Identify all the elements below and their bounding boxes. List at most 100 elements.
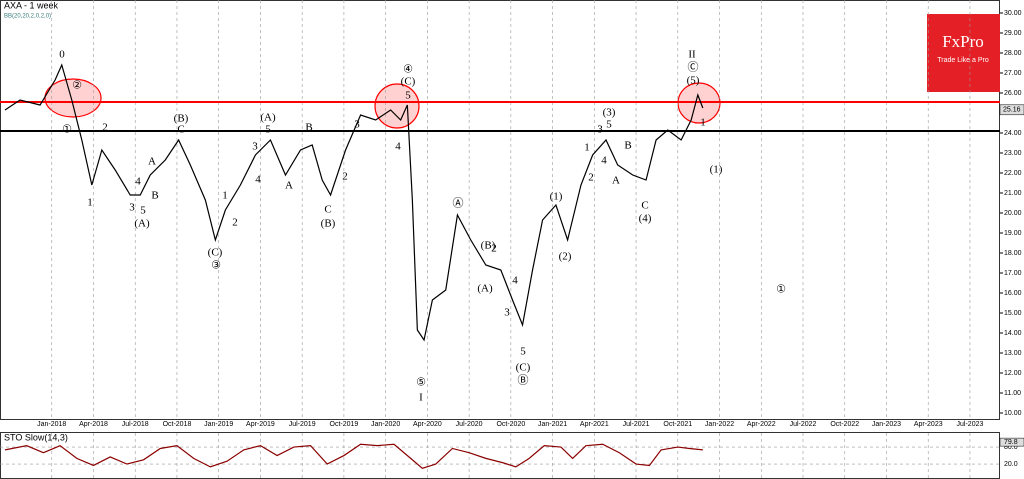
wave-label: 5 xyxy=(405,90,411,102)
wave-label: (A) xyxy=(260,112,276,124)
y-tick-label: 20.0 xyxy=(1004,461,1018,468)
wave-label: 4 xyxy=(601,155,607,167)
wave-label: (2) xyxy=(559,251,572,263)
wave-label: C xyxy=(641,200,648,212)
wave-label: A xyxy=(148,156,156,168)
y-tick-label: 30.00 xyxy=(1004,10,1022,17)
wave-label: (C) xyxy=(516,362,531,374)
wave-label: (1) xyxy=(710,164,723,176)
wave-label: 2 xyxy=(232,217,238,229)
x-tick-label: Oct-2021 xyxy=(663,421,692,428)
logo-tagline: Trade Like a Pro xyxy=(937,57,989,64)
wave-label: 5 xyxy=(520,346,526,358)
y-tick-label: 11.00 xyxy=(1004,390,1021,397)
wave-label: (4) xyxy=(639,213,652,225)
y-tick-label: 80.0 xyxy=(1004,444,1018,451)
x-tick-label: Jan-2021 xyxy=(538,421,567,428)
wave-label: (C) xyxy=(208,247,223,259)
chart-subtitle: BB(20,20,2,0,2,0) xyxy=(4,14,51,20)
x-tick-label: Jul-2020 xyxy=(456,421,483,428)
x-tick-label: Oct-2022 xyxy=(830,421,859,428)
last-price-box xyxy=(999,104,1024,116)
price-line xyxy=(4,443,703,469)
wave-label: C xyxy=(177,124,184,136)
x-tick-label: Jul-2022 xyxy=(790,421,817,428)
wave-label: A xyxy=(612,175,620,187)
y-tick-label: 15.00 xyxy=(1004,310,1022,317)
x-tick-label: Apr-2019 xyxy=(246,421,275,428)
x-tick-label: Jan-2019 xyxy=(204,421,233,428)
wave-label: 2 xyxy=(588,172,594,184)
wave-label: B xyxy=(151,190,158,202)
wave-label: A xyxy=(285,180,293,192)
wave-label: 5 xyxy=(606,119,612,131)
x-tick-label: Jul-2021 xyxy=(623,421,650,428)
wave-label: 1 xyxy=(222,190,228,202)
x-tick-label: Oct-2019 xyxy=(330,421,359,428)
wave-label: (C) xyxy=(401,76,416,88)
y-tick-label: 17.00 xyxy=(1004,270,1022,277)
sto-title: STO Slow(14,3) xyxy=(4,432,68,442)
y-tick-label: 20.00 xyxy=(1004,210,1022,217)
wave-label: 3 xyxy=(354,119,360,131)
x-tick-label: Oct-2020 xyxy=(496,421,525,428)
wave-label: 4 xyxy=(135,176,141,188)
wave-label: (B) xyxy=(174,113,189,125)
price-line xyxy=(4,63,704,342)
wave-label: 2 xyxy=(491,243,497,255)
wave-label: 0 xyxy=(59,49,65,61)
last-value-box xyxy=(999,437,1024,447)
highlight-circle xyxy=(374,83,420,129)
y-tick-label: 29.00 xyxy=(1004,30,1022,37)
wave-label: 3 xyxy=(129,202,135,214)
last-price-label: 25.16 xyxy=(1003,107,1021,114)
x-tick-label: Apr-2023 xyxy=(914,421,943,428)
y-tick-label: 24.00 xyxy=(1004,130,1022,137)
x-tick-label: Jan-2023 xyxy=(872,421,901,428)
y-tick-label: 18.00 xyxy=(1004,250,1022,257)
wave-label: B xyxy=(305,122,312,134)
y-tick-label: 14.00 xyxy=(1004,330,1022,337)
wave-label: (3) xyxy=(603,107,616,119)
wave-label: ① xyxy=(776,284,786,296)
wave-label: ④ xyxy=(403,64,413,76)
wave-label: C xyxy=(324,204,331,216)
wave-label: 4 xyxy=(395,141,401,153)
y-tick-label: 23.00 xyxy=(1004,150,1022,157)
x-tick-label: Apr-2018 xyxy=(79,421,108,428)
wave-label: 2 xyxy=(102,122,108,134)
wave-label: 5 xyxy=(140,205,146,217)
x-tick-label: Jan-2022 xyxy=(705,421,734,428)
wave-label: 2 xyxy=(342,171,348,183)
wave-label: (5) xyxy=(687,75,700,87)
logo-name: FxPro xyxy=(942,32,984,51)
wave-label: 3 xyxy=(504,307,510,319)
wave-label: Ⓐ xyxy=(453,197,464,210)
wave-label: I xyxy=(419,392,423,404)
chart-title: AXA - 1 week xyxy=(4,0,59,10)
y-tick-label: 10.00 xyxy=(1004,410,1022,417)
x-tick-label: Apr-2022 xyxy=(747,421,776,428)
wave-label: 4 xyxy=(255,174,261,186)
x-tick-label: Jul-2023 xyxy=(957,421,984,428)
main-panel xyxy=(0,0,1000,420)
wave-label: Ⓒ xyxy=(688,61,699,74)
x-tick-label: Oct-2018 xyxy=(163,421,192,428)
x-tick-label: Jan-2020 xyxy=(371,421,400,428)
wave-label: ③ xyxy=(211,260,221,272)
wave-label: II xyxy=(688,49,696,61)
y-tick-label: 12.00 xyxy=(1004,370,1022,377)
y-tick-label: 28.00 xyxy=(1004,50,1022,57)
wave-label: ① xyxy=(62,124,72,136)
wave-label: 4 xyxy=(512,275,518,287)
logo: FxPro Trade Like a Pro xyxy=(927,14,1000,92)
x-tick-label: Jul-2018 xyxy=(122,421,149,428)
highlight-circle xyxy=(44,78,102,118)
y-tick-label: 26.00 xyxy=(1004,90,1022,97)
wave-label: 3 xyxy=(252,141,258,153)
wave-label: ⑤ xyxy=(416,377,426,389)
wave-label: Ⓑ xyxy=(518,374,529,387)
y-tick-label: 19.00 xyxy=(1004,230,1022,237)
wave-label: 1 xyxy=(584,142,590,154)
